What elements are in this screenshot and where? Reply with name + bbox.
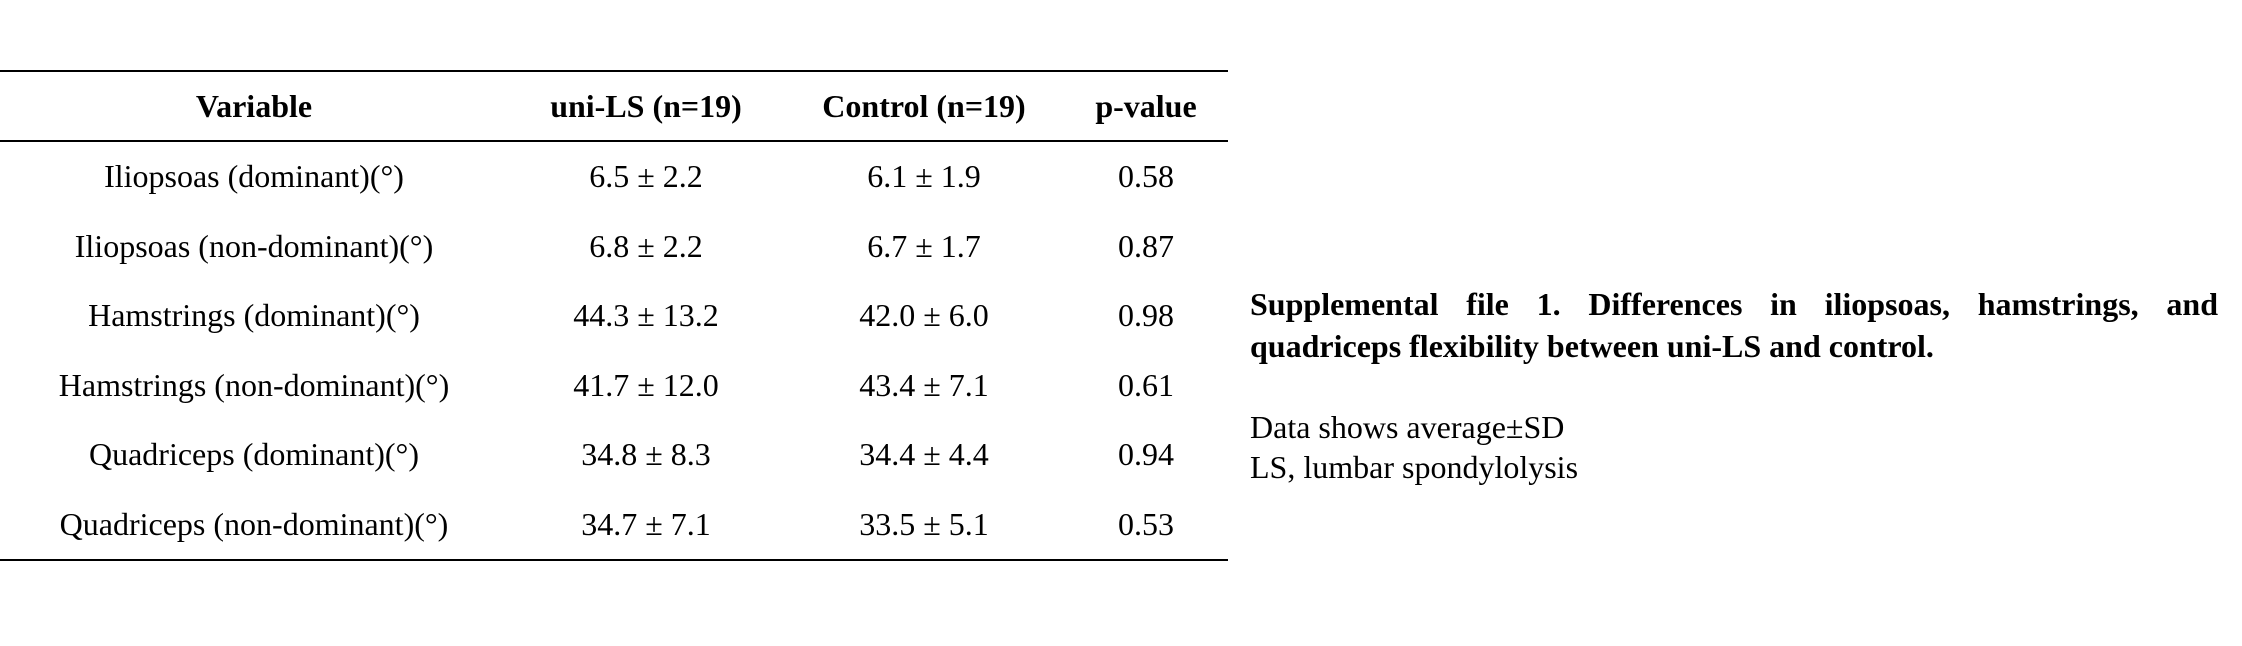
results-table-container: Variable uni-LS (n=19) Control (n=19) p-…: [0, 70, 1228, 561]
cell-variable: Hamstrings (non-dominant)(°): [58, 366, 450, 403]
cell-uni-ls: 6.8 ± 2.2: [589, 227, 703, 264]
cell-control: 6.1 ± 1.9: [867, 158, 981, 195]
table-caption: Supplemental file 1. Differences in ilio…: [1250, 283, 2218, 487]
cell-control: 34.4 ± 4.4: [859, 436, 989, 473]
cell-uni-ls: 44.3 ± 13.2: [573, 297, 719, 334]
header-control: Control (n=19): [822, 87, 1026, 124]
table-row: Quadriceps (dominant)(°) 34.8 ± 8.3 34.4…: [0, 420, 1228, 490]
cell-variable: Quadriceps (non-dominant)(°): [59, 505, 449, 542]
cell-p-value: 0.98: [1118, 297, 1174, 334]
cell-uni-ls: 34.8 ± 8.3: [581, 436, 711, 473]
caption-note-sd: Data shows average±SD: [1250, 409, 1565, 445]
cell-p-value: 0.53: [1118, 505, 1174, 542]
cell-control: 43.4 ± 7.1: [859, 366, 989, 403]
header-variable: Variable: [195, 87, 313, 124]
cell-uni-ls: 41.7 ± 12.0: [573, 366, 719, 403]
caption-title: Supplemental file 1. Differences in ilio…: [1250, 286, 2218, 364]
table-header-row: Variable uni-LS (n=19) Control (n=19) p-…: [0, 71, 1228, 141]
cell-control: 33.5 ± 5.1: [859, 505, 989, 542]
cell-p-value: 0.58: [1118, 158, 1174, 195]
cell-uni-ls: 6.5 ± 2.2: [589, 158, 703, 195]
cell-control: 6.7 ± 1.7: [867, 227, 981, 264]
cell-control: 42.0 ± 6.0: [859, 297, 989, 334]
cell-variable: Quadriceps (dominant)(°): [88, 436, 419, 473]
table-row: Hamstrings (non-dominant)(°) 41.7 ± 12.0…: [0, 351, 1228, 421]
cell-variable: Iliopsoas (dominant)(°): [104, 158, 404, 195]
table-row: Quadriceps (non-dominant)(°) 34.7 ± 7.1 …: [0, 490, 1228, 560]
table-row: Iliopsoas (non-dominant)(°) 6.8 ± 2.2 6.…: [0, 212, 1228, 282]
header-p-value: p-value: [1095, 87, 1197, 124]
table-row: Iliopsoas (dominant)(°) 6.5 ± 2.2 6.1 ± …: [0, 141, 1228, 212]
header-uni-ls: uni-LS (n=19): [550, 87, 742, 124]
caption-note-abbreviation: LS, lumbar spondylolysis: [1250, 449, 1579, 485]
table-row: Hamstrings (dominant)(°) 44.3 ± 13.2 42.…: [0, 281, 1228, 351]
cell-p-value: 0.87: [1118, 227, 1174, 264]
cell-variable: Iliopsoas (non-dominant)(°): [74, 227, 434, 264]
results-table: Variable uni-LS (n=19) Control (n=19) p-…: [0, 70, 1228, 561]
cell-p-value: 0.61: [1118, 366, 1174, 403]
cell-uni-ls: 34.7 ± 7.1: [581, 505, 711, 542]
cell-p-value: 0.94: [1118, 436, 1174, 473]
cell-variable: Hamstrings (dominant)(°): [88, 297, 420, 334]
caption-notes: Data shows average±SD LS, lumbar spondyl…: [1250, 407, 2218, 487]
